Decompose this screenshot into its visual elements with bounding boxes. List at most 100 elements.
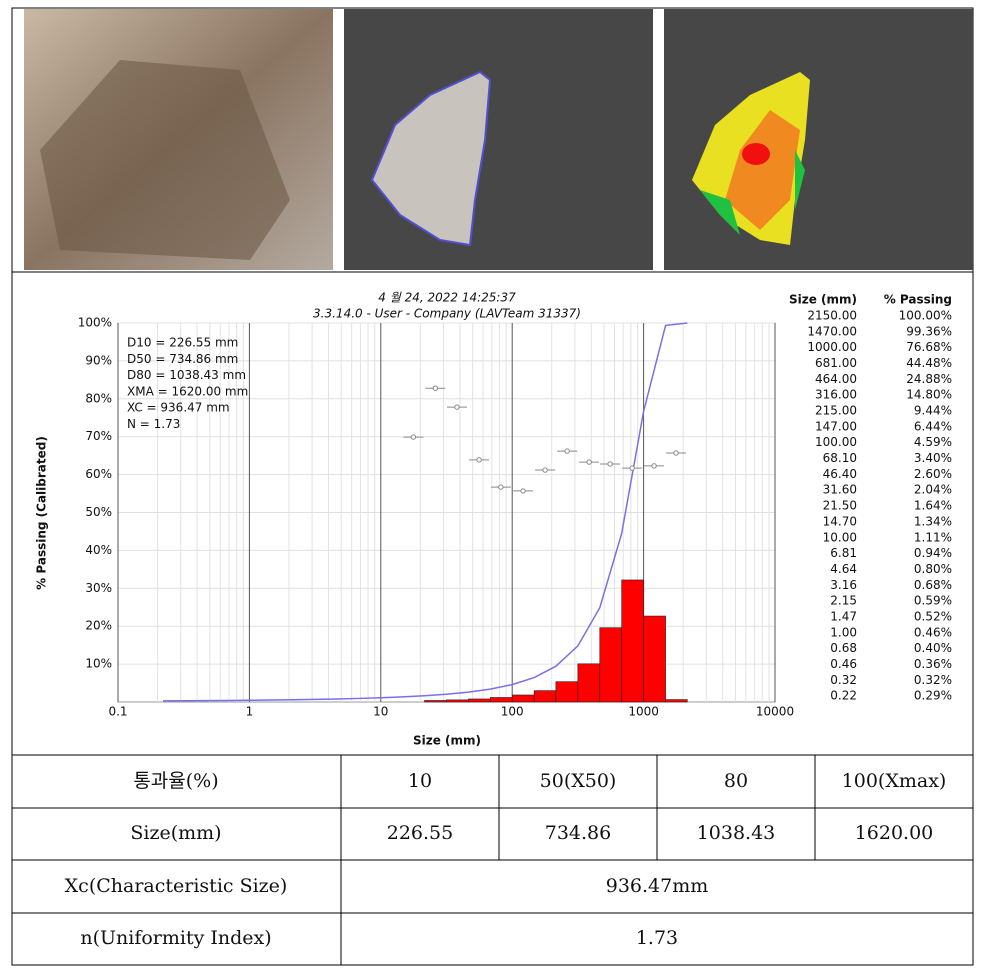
frame [11, 7, 974, 966]
model-rocks [370, 70, 492, 247]
x-tick-label: 1 [246, 705, 254, 719]
size-cell: 10.00 [823, 530, 857, 544]
passing-cell: 0.59% [914, 594, 952, 608]
passing-cell: 100.00% [899, 309, 952, 323]
y-tick-label: 60% [85, 467, 112, 481]
passing-cell: 1.34% [914, 514, 952, 528]
table-header: % Passing [884, 293, 952, 307]
passing-cell: 1.11% [914, 530, 952, 544]
passing-cell: 0.40% [914, 641, 952, 655]
y-tick-label: 30% [85, 581, 112, 595]
marker [586, 459, 592, 465]
passing-cell: 76.68% [906, 340, 952, 354]
passing-cell: 2.04% [914, 483, 952, 497]
passing-cell: 0.52% [914, 609, 952, 623]
histogram-bar [446, 699, 469, 703]
passing-curve [162, 322, 688, 702]
table-cell: 50(X50) [540, 770, 617, 792]
marker [564, 448, 570, 454]
histogram-bar [643, 615, 666, 703]
marker [498, 484, 504, 490]
table-cell: n(Uniformity Index) [80, 927, 271, 949]
marker [432, 385, 439, 391]
table-cell: Xc(Characteristic Size) [65, 875, 288, 897]
histogram-bar [468, 698, 491, 703]
passing-cell: 6.44% [914, 419, 952, 433]
table-cell: 226.55 [387, 822, 453, 844]
x-tick-label: 10000 [756, 705, 794, 719]
marker [607, 461, 613, 467]
marker [476, 457, 482, 463]
stat-line: D80 = 1038.43 mm [127, 368, 246, 382]
table-cell: Size(mm) [130, 822, 221, 844]
size-cell: 681.00 [815, 356, 857, 370]
marker [629, 465, 635, 471]
size-cell: 68.10 [823, 451, 857, 465]
size-cell: 6.81 [830, 546, 857, 560]
passing-cell: 99.36% [906, 324, 952, 338]
size-cell: 0.32 [830, 673, 857, 687]
size-cell: 316.00 [815, 388, 857, 402]
y-tick-label: 80% [85, 391, 112, 405]
y-tick-label: 10% [85, 657, 112, 671]
passing-cell: 0.36% [914, 657, 952, 671]
size-cell: 31.60 [823, 483, 857, 497]
x-tick-label: 100 [501, 705, 524, 719]
histogram-bar [555, 681, 579, 703]
histogram-bar [533, 690, 557, 703]
histogram-bar [599, 627, 622, 703]
stat-line: D50 = 734.86 mm [127, 352, 238, 366]
stat-line: D10 = 226.55 mm [127, 336, 238, 350]
passing-cell: 2.60% [914, 467, 952, 481]
stat-line: XC = 936.47 mm [127, 401, 230, 415]
chart-subtitle: 3.3.14.0 - User - Company (LAVTeam 31337… [313, 307, 581, 321]
marker [520, 488, 526, 494]
histogram-bar [621, 579, 644, 703]
table-cell: 936.47mm [606, 875, 709, 897]
table-cell: 734.86 [545, 822, 611, 844]
size-cell: 100.00 [815, 435, 857, 449]
marker [651, 463, 657, 469]
y-tick-label: 100% [78, 316, 112, 330]
y-tick-label: 40% [85, 543, 112, 557]
marker [454, 404, 460, 410]
size-map-largest [742, 143, 770, 165]
passing-cell: 0.94% [914, 546, 952, 560]
size-cell: 215.00 [815, 404, 857, 418]
size-cell: 4.64 [830, 562, 857, 576]
histogram-bar [511, 694, 535, 703]
table-cell: 1620.00 [855, 822, 934, 844]
y-tick-label: 90% [85, 353, 112, 367]
passing-cell: 0.80% [914, 562, 952, 576]
passing-cell: 14.80% [906, 388, 952, 402]
y-tick-label: 70% [85, 429, 112, 443]
size-map-large [725, 110, 800, 230]
histogram-bar [489, 697, 513, 703]
passing-cell: 44.48% [906, 356, 952, 370]
table-cell: 1.73 [636, 927, 678, 949]
size-cell: 147.00 [815, 419, 857, 433]
table-cell: 100(Xmax) [842, 770, 947, 792]
table-cell: 통과율(%) [133, 770, 218, 792]
table-header: Size (mm) [789, 293, 857, 307]
size-cell: 0.46 [830, 657, 857, 671]
table-cell: 1038.43 [697, 822, 776, 844]
size-cell: 14.70 [823, 514, 857, 528]
size-cell: 0.68 [830, 641, 857, 655]
marker [673, 450, 679, 456]
stat-line: N = 1.73 [127, 417, 180, 431]
y-tick-label: 50% [85, 505, 112, 519]
chart-title: 4 월 24, 2022 14:25:37 [378, 291, 516, 305]
x-axis-label: Size (mm) [413, 734, 481, 748]
size-cell: 1000.00 [807, 340, 857, 354]
passing-cell: 0.68% [914, 578, 952, 592]
photo-rocks [40, 60, 290, 260]
histogram-bar [424, 700, 447, 703]
marker [410, 434, 417, 440]
histogram-bar [665, 699, 688, 703]
size-cell: 46.40 [823, 467, 857, 481]
x-tick-label: 10 [373, 705, 388, 719]
passing-cell: 3.40% [914, 451, 952, 465]
